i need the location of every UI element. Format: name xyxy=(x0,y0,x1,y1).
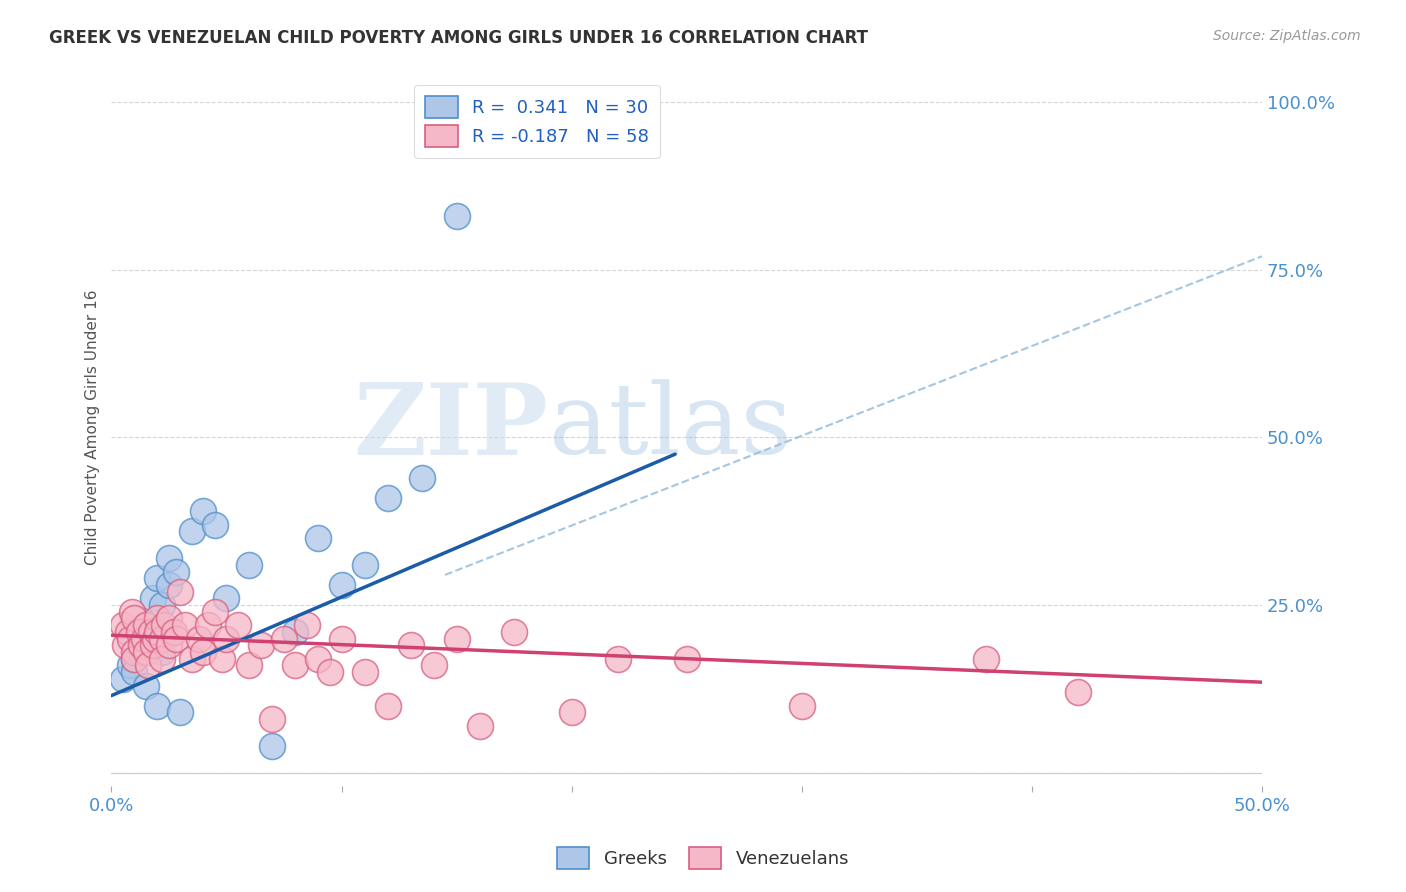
Point xyxy=(446,209,468,223)
Point xyxy=(169,584,191,599)
Text: ZIP: ZIP xyxy=(354,379,548,475)
Point xyxy=(399,638,422,652)
Point xyxy=(128,632,150,646)
Point xyxy=(446,632,468,646)
Point xyxy=(117,624,139,639)
Point xyxy=(135,618,157,632)
Point xyxy=(121,605,143,619)
Point xyxy=(250,638,273,652)
Point xyxy=(211,651,233,665)
Point xyxy=(377,698,399,713)
Point xyxy=(606,651,628,665)
Point xyxy=(150,645,173,659)
Point xyxy=(124,645,146,659)
Point xyxy=(124,651,146,665)
Point xyxy=(215,591,238,606)
Point xyxy=(124,665,146,680)
Y-axis label: Child Poverty Among Girls Under 16: Child Poverty Among Girls Under 16 xyxy=(86,290,100,565)
Legend: R =  0.341   N = 30, R = -0.187   N = 58: R = 0.341 N = 30, R = -0.187 N = 58 xyxy=(415,85,659,158)
Point xyxy=(136,658,159,673)
Point xyxy=(308,651,330,665)
Point xyxy=(330,578,353,592)
Point xyxy=(131,638,153,652)
Point xyxy=(128,624,150,639)
Point xyxy=(238,558,260,572)
Point xyxy=(377,491,399,505)
Point xyxy=(411,470,433,484)
Text: Source: ZipAtlas.com: Source: ZipAtlas.com xyxy=(1213,29,1361,43)
Point xyxy=(146,698,169,713)
Point xyxy=(284,658,307,673)
Point xyxy=(262,712,284,726)
Text: atlas: atlas xyxy=(548,379,792,475)
Point xyxy=(142,591,165,606)
Point xyxy=(132,632,155,646)
Point xyxy=(139,624,162,639)
Point xyxy=(193,504,215,518)
Point xyxy=(146,624,169,639)
Point xyxy=(111,672,134,686)
Point xyxy=(503,624,526,639)
Point xyxy=(150,651,173,665)
Point xyxy=(193,645,215,659)
Point xyxy=(142,638,165,652)
Text: GREEK VS VENEZUELAN CHILD POVERTY AMONG GIRLS UNDER 16 CORRELATION CHART: GREEK VS VENEZUELAN CHILD POVERTY AMONG … xyxy=(49,29,869,46)
Point xyxy=(319,665,342,680)
Point xyxy=(561,706,583,720)
Point xyxy=(150,632,173,646)
Point xyxy=(118,632,141,646)
Point xyxy=(169,706,191,720)
Point xyxy=(181,651,204,665)
Point xyxy=(295,618,318,632)
Legend: Greeks, Venezuelans: Greeks, Venezuelans xyxy=(550,839,856,876)
Point xyxy=(146,571,169,585)
Point xyxy=(111,618,134,632)
Point xyxy=(135,618,157,632)
Point xyxy=(124,611,146,625)
Point xyxy=(308,531,330,545)
Point xyxy=(204,517,226,532)
Point xyxy=(143,632,166,646)
Point xyxy=(157,638,180,652)
Point xyxy=(273,632,295,646)
Point xyxy=(174,618,197,632)
Point xyxy=(187,632,209,646)
Point xyxy=(1067,685,1090,699)
Point xyxy=(150,598,173,612)
Point xyxy=(135,679,157,693)
Point xyxy=(114,638,136,652)
Point xyxy=(468,719,491,733)
Point xyxy=(790,698,813,713)
Point xyxy=(197,618,219,632)
Point xyxy=(974,651,997,665)
Point xyxy=(131,645,153,659)
Point xyxy=(262,739,284,753)
Point xyxy=(157,611,180,625)
Point xyxy=(135,645,157,659)
Point xyxy=(215,632,238,646)
Point xyxy=(124,651,146,665)
Point xyxy=(226,618,249,632)
Point xyxy=(162,624,184,639)
Point xyxy=(238,658,260,673)
Point xyxy=(204,605,226,619)
Point xyxy=(181,524,204,539)
Point xyxy=(353,558,375,572)
Point xyxy=(284,624,307,639)
Point xyxy=(330,632,353,646)
Point xyxy=(118,658,141,673)
Point xyxy=(675,651,697,665)
Point xyxy=(153,618,176,632)
Point xyxy=(146,611,169,625)
Point xyxy=(157,551,180,566)
Point xyxy=(165,632,187,646)
Point xyxy=(165,565,187,579)
Point xyxy=(422,658,444,673)
Point xyxy=(353,665,375,680)
Point xyxy=(157,578,180,592)
